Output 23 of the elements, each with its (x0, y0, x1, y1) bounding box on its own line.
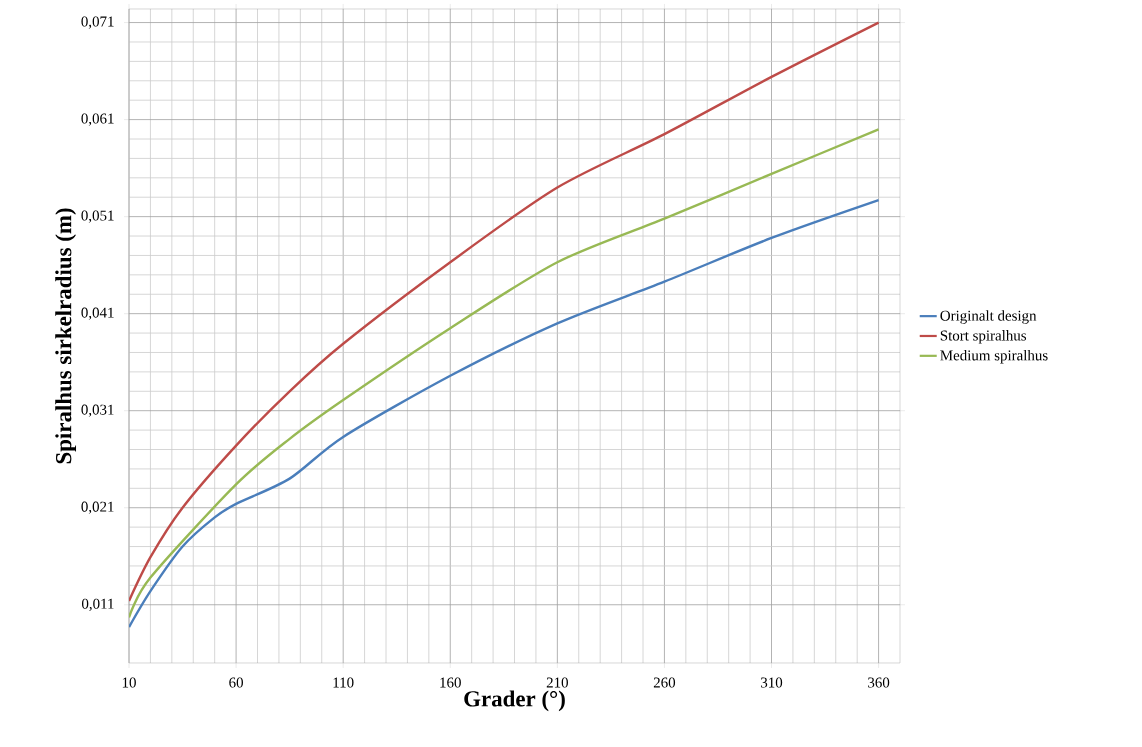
legend-label: Medium spiralhus (940, 349, 1048, 364)
y-tick-label: 0,041 (81, 307, 114, 320)
x-axis-title: Grader (°) (464, 690, 565, 712)
y-tick-label: 0,021 (81, 501, 114, 514)
x-tick-label: 160 (440, 677, 461, 688)
y-tick-label: 0,071 (81, 16, 114, 29)
y-tick-label: 0,031 (81, 404, 114, 417)
legend-label: Originalt design (940, 310, 1037, 324)
x-tick-label: 260 (653, 677, 676, 688)
y-tick-label: 0,051 (81, 210, 114, 223)
y-axis-title: Spiralhus sirkelradius (m) (55, 208, 77, 464)
line-series (129, 198, 880, 629)
legend-label: Stort spiralhus (940, 330, 1027, 344)
x-tick-label: 210 (546, 677, 568, 688)
x-tick-label: 110 (333, 677, 354, 688)
x-tick-label: 360 (868, 677, 890, 688)
line-series (129, 21, 880, 603)
line-series (129, 128, 880, 619)
y-tick-label: 0,011 (81, 598, 114, 611)
x-tick-label: 10 (122, 677, 136, 688)
x-tick-label: 60 (229, 677, 243, 688)
x-tick-label: 310 (761, 677, 783, 688)
y-tick-label: 0,061 (81, 113, 114, 126)
